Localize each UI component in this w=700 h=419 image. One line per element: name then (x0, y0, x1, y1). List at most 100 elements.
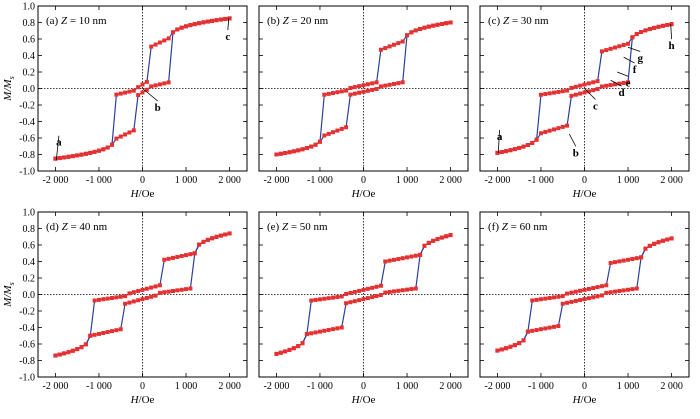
data-point (357, 84, 362, 89)
data-point (448, 20, 453, 25)
y-tick-label: 0.8 (23, 18, 36, 29)
data-point (405, 287, 410, 292)
data-point (144, 87, 149, 92)
data-point (534, 137, 539, 142)
x-tick-label: 0 (140, 381, 145, 392)
data-point (586, 296, 591, 301)
data-point (387, 289, 392, 294)
data-point (547, 128, 552, 133)
data-point (556, 126, 561, 131)
data-point (331, 91, 336, 96)
data-point (495, 348, 500, 353)
data-point (188, 286, 193, 291)
data-point (444, 234, 449, 239)
data-point (656, 240, 661, 245)
data-point (110, 296, 115, 301)
data-point (370, 295, 375, 300)
data-point (322, 296, 327, 301)
data-point (179, 25, 184, 30)
data-point (344, 291, 349, 296)
data-point (352, 85, 357, 90)
data-point (400, 288, 405, 293)
data-point (317, 297, 322, 302)
data-point (309, 144, 314, 149)
annotation-label: g (637, 53, 643, 65)
data-point (136, 289, 141, 294)
y-tick-label: -0.2 (19, 307, 35, 318)
x-tick-label: -1 000 (307, 175, 333, 186)
data-point (560, 124, 565, 129)
x-tick-label: 2 000 (218, 175, 241, 186)
data-point (591, 286, 596, 291)
panel-title: (e) Z = 50 nm (267, 221, 328, 233)
data-point (391, 81, 396, 86)
x-tick-label: -2 000 (484, 381, 510, 392)
data-point (517, 145, 522, 150)
data-point (149, 44, 154, 49)
x-tick-label: 0 (582, 381, 587, 392)
x-tick-label: -1 000 (86, 381, 112, 392)
x-tick-label: 0 (361, 381, 366, 392)
annotation-leader (610, 79, 622, 87)
data-point (538, 92, 543, 97)
data-point (525, 329, 530, 334)
x-tick-label: 2 000 (660, 381, 683, 392)
data-point (405, 33, 410, 38)
data-point (331, 130, 336, 135)
x-tick-label: 2 000 (218, 381, 241, 392)
annotation-leader (55, 135, 60, 161)
data-point (313, 330, 318, 335)
data-point (218, 233, 223, 238)
y-tick-label: -1.0 (19, 167, 35, 178)
data-point (149, 84, 154, 89)
data-point (153, 284, 158, 289)
data-point (612, 82, 617, 87)
y-axis-label: M/Ms (2, 76, 16, 102)
data-point (331, 295, 336, 300)
panel-f: -2 000 -1 000 0 1 000 2 000 H/Oe (f) Z = 60 nm (479, 211, 690, 406)
data-point (304, 146, 309, 151)
data-point (365, 286, 370, 291)
data-point (365, 88, 370, 93)
data-point (344, 88, 349, 93)
data-point (409, 30, 414, 35)
annotation-leader (497, 129, 500, 153)
data-point (626, 287, 631, 292)
data-point (512, 343, 517, 348)
data-point (92, 298, 97, 303)
data-point (83, 151, 88, 156)
data-point (184, 287, 189, 292)
data-point (439, 235, 444, 240)
data-point (547, 91, 552, 96)
data-point (66, 154, 71, 159)
data-point (118, 294, 123, 299)
data-point (127, 300, 132, 305)
annotation-leader (142, 88, 158, 102)
data-point (123, 132, 128, 137)
y-tick-label: -0.6 (19, 134, 35, 145)
data-point (626, 80, 631, 85)
data-point (105, 296, 110, 301)
data-point (387, 44, 392, 49)
data-point (374, 284, 379, 289)
data-point (418, 252, 423, 257)
data-point (617, 44, 622, 49)
annotation-label: c (225, 31, 230, 43)
data-point (396, 257, 401, 262)
data-point (378, 283, 383, 288)
annotation-label: a (497, 131, 503, 143)
data-point (582, 82, 587, 87)
data-point (75, 347, 80, 352)
data-point (595, 285, 600, 290)
data-point (413, 28, 418, 33)
data-point (612, 45, 617, 50)
data-point (612, 289, 617, 294)
data-point (560, 89, 565, 94)
x-tick-label: 0 (361, 175, 366, 186)
data-point (569, 85, 574, 90)
data-point (140, 82, 145, 87)
data-point (278, 151, 283, 156)
data-point (53, 156, 58, 161)
x-tick-label: -1 000 (86, 175, 112, 186)
data-point (652, 25, 657, 30)
